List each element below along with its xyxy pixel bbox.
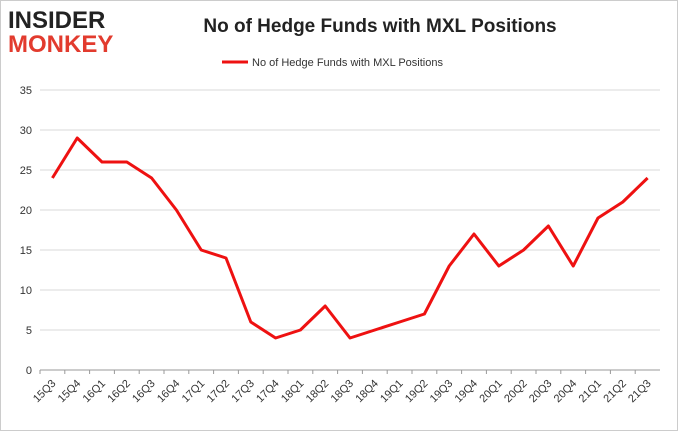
logo-top: INSIDER <box>8 7 105 34</box>
y-tick-label: 25 <box>20 165 32 177</box>
y-tick-label: 15 <box>20 245 32 257</box>
y-tick-label: 0 <box>26 365 32 377</box>
logo-bottom: MONKEY <box>8 31 113 58</box>
chart-title: No of Hedge Funds with MXL Positions <box>203 16 556 37</box>
line <box>51 136 649 340</box>
y-tick-label: 35 <box>20 85 32 97</box>
legend-label: No of Hedge Funds with MXL Positions <box>252 57 443 69</box>
y-tick-label: 30 <box>20 125 32 137</box>
y-tick-label: 20 <box>20 205 32 217</box>
y-tick-label: 10 <box>20 285 32 297</box>
y-tick-label: 5 <box>26 325 32 337</box>
